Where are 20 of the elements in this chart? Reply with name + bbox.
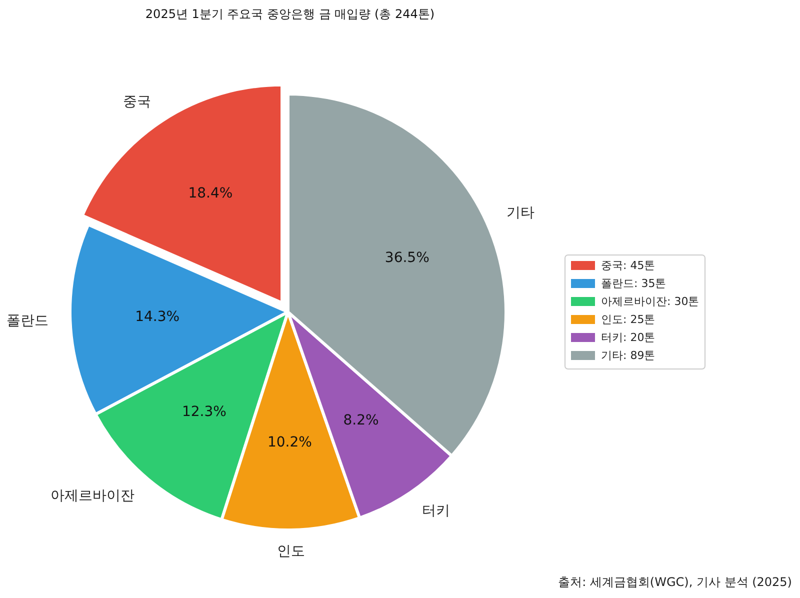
text: 폴란드: 35톤 [601,277,666,290]
text: 인도: 25톤 [601,313,656,326]
slice-label: 중국 [122,94,151,110]
text: 아제르바이잔: 30톤 [601,295,700,308]
data-label: 12.3% [182,404,226,420]
data-label: 36.5% [384,250,430,266]
slice-label: 기타 [506,204,534,221]
data-label: 14.3% [135,308,180,325]
data-label: 18.4% [188,185,233,202]
chart-title: 2025년 1분기 주요국 중앙은행 금 매입량 (총 244톤) [145,7,435,21]
text: 터키: 20톤 [601,331,656,344]
text: 기타: 89톤 [601,349,656,362]
data-label: 8.2% [343,412,379,428]
source-note: 출처: 세계금협회(WGC), 기사 분석 (2025) [558,575,792,589]
text: 중국: 45톤 [601,259,656,272]
slice-label: 터키 [422,502,450,519]
slice-label: 아제르바이잔 [50,488,134,504]
slice-label: 폴란드 [6,313,48,330]
data-label: 10.2% [267,434,312,451]
slice-label: 인도 [277,544,306,560]
